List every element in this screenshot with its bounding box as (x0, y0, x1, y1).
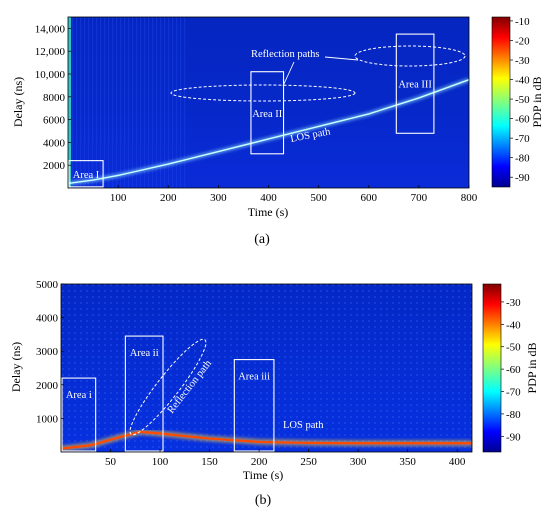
y-tick-label: 12,000 (35, 46, 66, 58)
colorbar-a-ticks: -10 -20 -30 -40 -50 -60 -70 -80 -90 (510, 16, 530, 184)
y-tick-label: 14,000 (35, 23, 66, 35)
y-tick-label: 4000 (43, 137, 66, 149)
panel-a-label: (a) (254, 232, 270, 247)
area-box (61, 377, 97, 452)
colorbar-tick-label: -70 (506, 387, 521, 399)
colorbar-a-label: PDP in dB (530, 77, 544, 128)
colorbar-tick-label: -40 (515, 75, 530, 87)
x-axis-label-b: Time (s) (243, 468, 284, 482)
y-tick-label: 8000 (43, 92, 66, 104)
y-tick-label: 10,000 (35, 69, 66, 81)
y-axis-label-a: Delay (ns) (11, 77, 25, 127)
y-tick-label: 5000 (36, 279, 59, 291)
x-ticks-b: 50 100 150 200 250 300 350 400 (105, 449, 466, 468)
los-path-b (60, 428, 472, 452)
x-axis-label-a: Time (s) (248, 205, 289, 219)
y-tick-label: 2000 (36, 380, 59, 392)
colorbar-tick-label: -70 (515, 133, 530, 145)
x-ticks-a: 100 200 300 400 500 600 700 800 (110, 185, 478, 204)
los-path-a (67, 77, 470, 186)
x-tick-label: 400 (449, 456, 466, 468)
y-tick-label: 1000 (36, 413, 59, 425)
x-tick-label: 300 (350, 456, 367, 468)
colorbar-tick-label: -40 (506, 319, 521, 331)
x-tick-label: 250 (300, 456, 317, 468)
y-tick-label: 2000 (43, 160, 66, 172)
plot-a-left-edge (68, 17, 71, 188)
colorbar-tick-label: -90 (506, 431, 521, 443)
area-box (395, 33, 435, 134)
reflection-pointer-a1 (282, 61, 295, 87)
colorbar-tick-label: -90 (515, 172, 530, 184)
x-tick-label: 300 (210, 192, 227, 204)
x-tick-label: 100 (152, 456, 169, 468)
x-tick-label: 350 (399, 456, 416, 468)
colorbar-b-ticks: -30 -40 -50 -60 -70 -80 -90 (501, 297, 521, 443)
plot-b-texture (61, 284, 472, 452)
area-label: Area I (73, 170, 100, 181)
plot-a-texture (68, 17, 188, 188)
areas-a: Area I Area II Area III (68, 33, 435, 188)
colorbar-tick-label: -50 (506, 342, 521, 354)
x-tick-label: 800 (461, 192, 478, 204)
colorbar-tick-label: -20 (515, 35, 530, 47)
x-tick-label: 100 (110, 192, 127, 204)
colorbar-b (482, 283, 502, 453)
los-path-line (67, 79, 470, 185)
reflection-label-a: Reflection paths (251, 49, 320, 60)
reflection-pointer-a2 (324, 56, 359, 61)
y-axis-label-b: Delay (ns) (9, 342, 23, 392)
colorbar-b-label: PDP in dB (525, 343, 539, 394)
x-tick-label: 400 (260, 192, 277, 204)
colorbar-tick-label: -30 (515, 55, 530, 67)
x-tick-label: 200 (160, 192, 177, 204)
y-ticks-a: 2000 4000 6000 8000 10,000 12,000 14,000 (35, 23, 71, 172)
reflection-ellipse-a1 (170, 84, 356, 102)
area-label: Area III (398, 80, 432, 91)
area-label: Area i (66, 390, 92, 401)
reflection-ellipse-a2 (354, 45, 466, 67)
y-tick-label: 6000 (43, 115, 66, 127)
colorbar-a (491, 16, 511, 188)
area-label: Area II (252, 109, 283, 120)
area-box (68, 160, 104, 188)
colorbar-tick-label: -80 (515, 153, 530, 165)
x-tick-label: 700 (411, 192, 428, 204)
colorbar-tick-label: -60 (515, 114, 530, 126)
panel-b-label: (b) (255, 493, 272, 508)
x-tick-label: 150 (201, 456, 218, 468)
y-tick-label: 4000 (36, 313, 59, 325)
x-tick-label: 500 (310, 192, 327, 204)
colorbar-tick-label: -60 (506, 364, 521, 376)
x-tick-label: 600 (361, 192, 378, 204)
y-tick-label: 3000 (36, 346, 59, 358)
area-box (233, 359, 275, 452)
colorbar-tick-label: -10 (515, 16, 530, 28)
colorbar-tick-label: -30 (506, 297, 521, 309)
area-box (124, 335, 164, 452)
y-ticks-b: 1000 2000 3000 4000 5000 (36, 279, 64, 425)
x-tick-label: 50 (105, 456, 117, 468)
area-label: Area iii (238, 372, 270, 383)
colorbar-tick-label: -50 (515, 94, 530, 106)
area-box (250, 71, 285, 155)
colorbar-tick-label: -80 (506, 409, 521, 421)
los-path-line (60, 430, 472, 450)
reflection-ellipse-b (129, 338, 207, 436)
x-tick-label: 200 (251, 456, 268, 468)
areas-b: Area i Area ii Area iii (61, 335, 275, 452)
los-label-b: LOS path (283, 420, 324, 431)
area-label: Area ii (130, 348, 159, 359)
plot-b-frame (60, 283, 473, 453)
